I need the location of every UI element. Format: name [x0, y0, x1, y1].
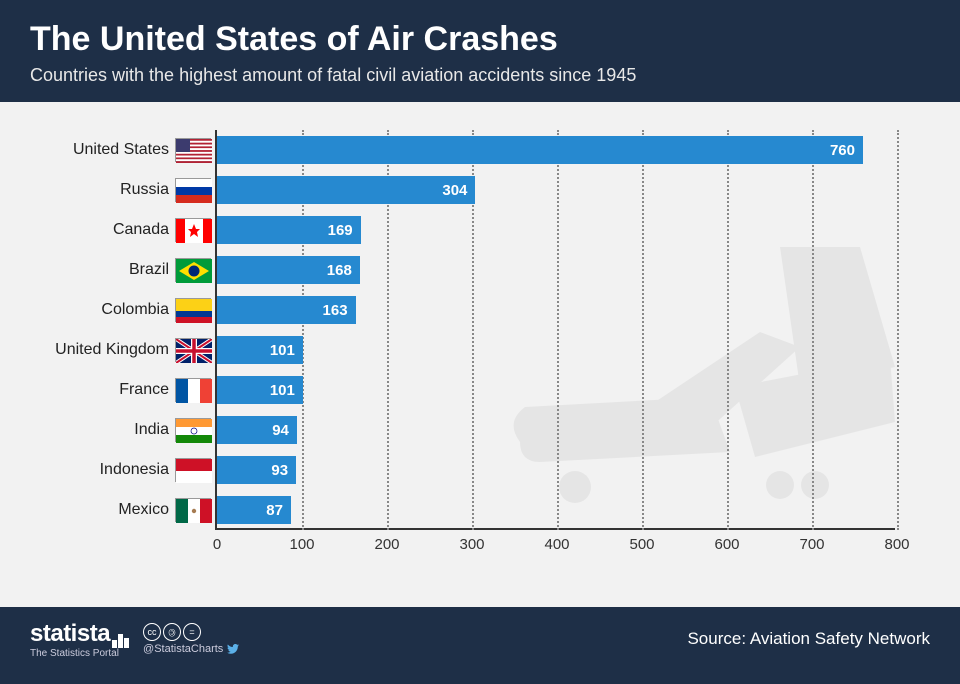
bar-chart: 0100200300400500600700800United States76… — [215, 130, 920, 560]
logo-bars-icon — [112, 634, 129, 648]
bar: 163 — [217, 296, 356, 324]
footer: statista The Statistics Portal cc 🄯 = @S… — [0, 607, 960, 671]
bar: 87 — [217, 496, 291, 524]
bar-value: 304 — [442, 182, 467, 199]
source-text: Source: Aviation Safety Network — [687, 629, 930, 649]
bar-value: 760 — [830, 142, 855, 159]
country-label: Canada — [113, 221, 169, 239]
gridline — [727, 130, 729, 530]
country-label: Mexico — [118, 501, 169, 519]
country-label: Indonesia — [100, 461, 169, 479]
country-label: France — [119, 381, 169, 399]
gridline — [642, 130, 644, 530]
country-row: United States — [42, 130, 217, 170]
page-subtitle: Countries with the highest amount of fat… — [30, 65, 930, 86]
footer-left: statista The Statistics Portal cc 🄯 = @S… — [30, 620, 239, 659]
ca-flag-icon — [175, 218, 211, 242]
bar: 304 — [217, 176, 475, 204]
gridline — [557, 130, 559, 530]
bar-value: 93 — [271, 462, 288, 479]
country-row: Colombia — [42, 290, 217, 330]
cc-icon: cc — [143, 623, 161, 641]
bar: 760 — [217, 136, 863, 164]
chart-area: 0 100 200 300 400 500 600 700 800 United States 76… — [0, 102, 960, 607]
gridline — [897, 130, 899, 530]
bar-value: 101 — [270, 342, 295, 359]
x-tick: 600 — [714, 536, 739, 553]
country-label: India — [134, 421, 169, 439]
country-row: France — [42, 370, 217, 410]
bar-value: 101 — [270, 382, 295, 399]
bar: 101 — [217, 376, 303, 404]
x-tick: 500 — [629, 536, 654, 553]
country-row: Indonesia — [42, 450, 217, 490]
country-row: Russia — [42, 170, 217, 210]
co-flag-icon — [175, 298, 211, 322]
page-title: The United States of Air Crashes — [30, 20, 930, 59]
country-label: United Kingdom — [55, 341, 169, 359]
header: The United States of Air Crashes Countri… — [0, 0, 960, 102]
us-flag-icon — [175, 138, 211, 162]
x-tick: 0 — [213, 536, 221, 553]
bar-value: 169 — [328, 222, 353, 239]
mx-flag-icon — [175, 498, 211, 522]
x-tick: 300 — [459, 536, 484, 553]
gridline — [812, 130, 814, 530]
twitter-handle: @StatistaCharts — [143, 643, 239, 655]
country-row: Mexico — [42, 490, 217, 530]
x-tick: 700 — [799, 536, 824, 553]
x-tick: 200 — [374, 536, 399, 553]
country-label: United States — [73, 141, 169, 159]
country-row: Canada — [42, 210, 217, 250]
country-row: United Kingdom — [42, 330, 217, 370]
br-flag-icon — [175, 258, 211, 282]
bar: 94 — [217, 416, 297, 444]
gb-flag-icon — [175, 338, 211, 362]
brand-subtitle: The Statistics Portal — [30, 648, 129, 659]
cc-nd-icon: = — [183, 623, 201, 641]
in-flag-icon — [175, 418, 211, 442]
ru-flag-icon — [175, 178, 211, 202]
country-label: Brazil — [129, 261, 169, 279]
bar-value: 163 — [323, 302, 348, 319]
license-block: cc 🄯 = @StatistaCharts — [143, 623, 239, 655]
brand-name: statista — [30, 620, 129, 648]
x-tick: 800 — [884, 536, 909, 553]
x-tick: 100 — [289, 536, 314, 553]
bar: 93 — [217, 456, 296, 484]
x-tick: 400 — [544, 536, 569, 553]
id-flag-icon — [175, 458, 211, 482]
statista-logo: statista The Statistics Portal — [30, 620, 129, 659]
bar-value: 94 — [272, 422, 289, 439]
country-row: India — [42, 410, 217, 450]
bar-value: 168 — [327, 262, 352, 279]
handle-text: @StatistaCharts — [143, 643, 223, 655]
bar: 169 — [217, 216, 361, 244]
bar: 101 — [217, 336, 303, 364]
bar: 168 — [217, 256, 360, 284]
brand-text: statista — [30, 620, 110, 648]
country-row: Brazil — [42, 250, 217, 290]
cc-by-icon: 🄯 — [163, 623, 181, 641]
bar-value: 87 — [266, 502, 283, 519]
plot-area: 0100200300400500600700800United States76… — [215, 130, 895, 530]
fr-flag-icon — [175, 378, 211, 402]
country-label: Russia — [120, 181, 169, 199]
country-label: Colombia — [101, 301, 169, 319]
twitter-icon — [227, 644, 239, 654]
